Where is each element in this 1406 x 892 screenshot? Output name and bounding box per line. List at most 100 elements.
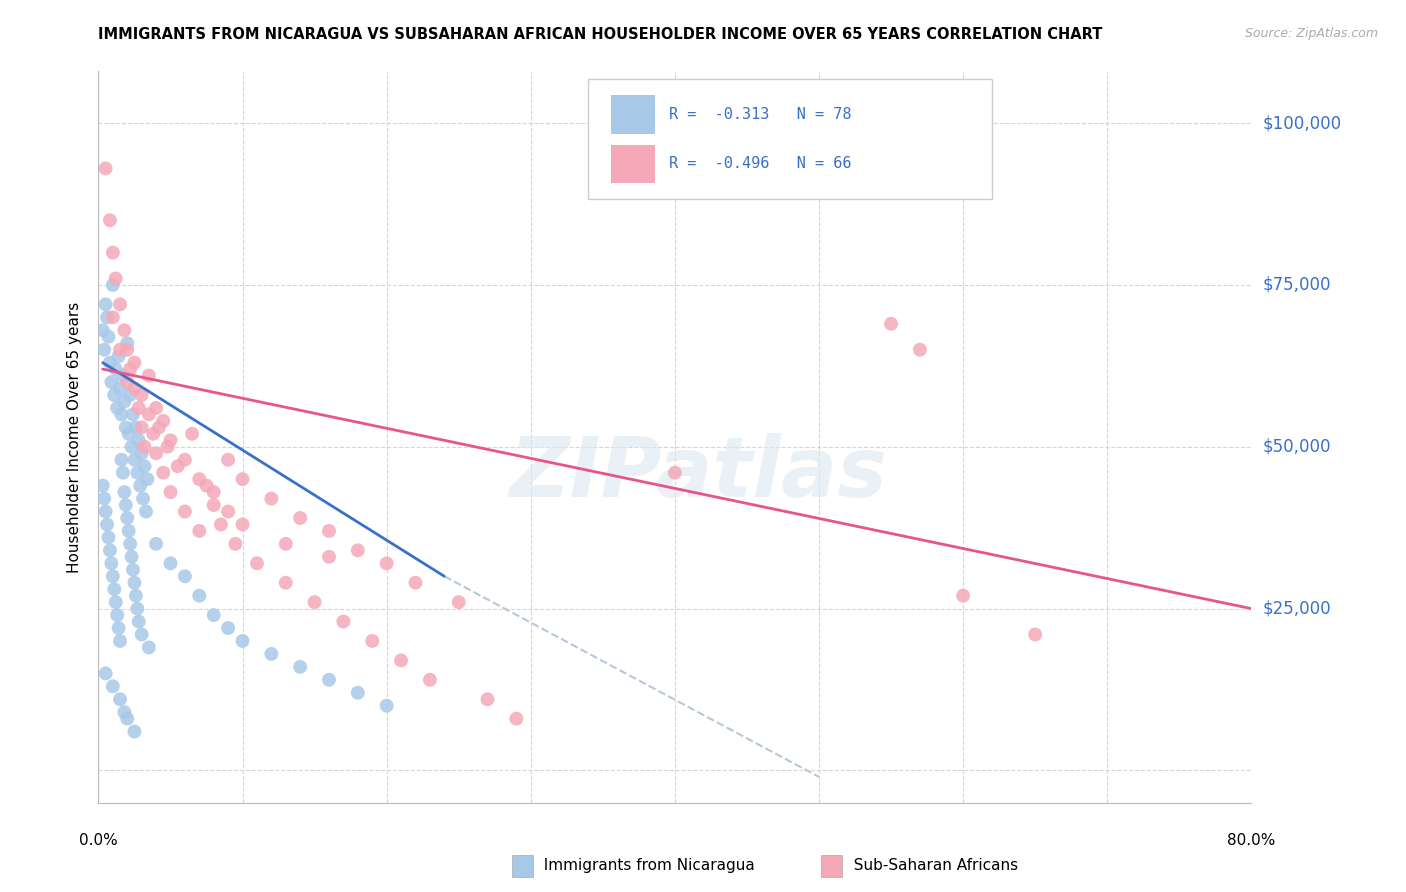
Point	[148, 420, 170, 434]
Point	[174, 452, 197, 467]
Point	[405, 575, 427, 590]
Point	[117, 375, 138, 389]
Point	[318, 524, 340, 538]
Point	[120, 362, 142, 376]
Point	[131, 446, 153, 460]
Point	[124, 575, 146, 590]
Point	[100, 557, 122, 571]
Point	[152, 466, 174, 480]
Point	[202, 608, 225, 623]
Point	[124, 356, 146, 370]
Point	[145, 537, 167, 551]
Point	[505, 712, 527, 726]
Point	[419, 673, 441, 687]
Point	[98, 213, 121, 227]
Point	[103, 582, 125, 597]
Point	[174, 504, 197, 518]
Point	[231, 472, 254, 486]
Point	[664, 466, 686, 480]
Point	[94, 504, 117, 518]
Text: Immigrants from Nicaragua: Immigrants from Nicaragua	[534, 858, 755, 872]
Point	[195, 478, 218, 492]
Point	[246, 557, 269, 571]
Point	[124, 724, 146, 739]
Point	[103, 388, 125, 402]
Point	[159, 485, 181, 500]
Text: $100,000: $100,000	[1263, 114, 1341, 132]
Text: $75,000: $75,000	[1263, 276, 1331, 294]
Point	[318, 673, 340, 687]
Point	[159, 557, 181, 571]
Point	[108, 692, 131, 706]
Point	[112, 323, 135, 337]
Point	[96, 517, 118, 532]
Point	[188, 472, 211, 486]
Point	[111, 368, 134, 383]
Point	[131, 420, 153, 434]
Point	[101, 310, 124, 325]
Point	[121, 440, 143, 454]
Point	[93, 343, 115, 357]
Point	[138, 640, 160, 655]
Point	[142, 426, 165, 441]
Point	[108, 634, 131, 648]
Point	[107, 621, 129, 635]
Point	[152, 414, 174, 428]
Point	[96, 310, 118, 325]
Point	[118, 524, 141, 538]
Point	[166, 459, 188, 474]
Text: R =  -0.313   N = 78: R = -0.313 N = 78	[669, 107, 852, 122]
Point	[101, 679, 124, 693]
Point	[112, 394, 135, 409]
Point	[202, 498, 225, 512]
Point	[117, 511, 138, 525]
Point	[880, 317, 903, 331]
Point	[122, 408, 145, 422]
Point	[224, 537, 246, 551]
Point	[209, 517, 232, 532]
Point	[100, 375, 122, 389]
Point	[174, 569, 197, 583]
Point	[375, 698, 398, 713]
Point	[260, 491, 283, 506]
Point	[124, 452, 146, 467]
Point	[104, 271, 127, 285]
Point	[94, 161, 117, 176]
Text: Source: ZipAtlas.com: Source: ZipAtlas.com	[1244, 27, 1378, 40]
Point	[231, 517, 254, 532]
Point	[93, 491, 115, 506]
Point	[217, 452, 239, 467]
Point	[117, 712, 138, 726]
Point	[131, 388, 153, 402]
Point	[128, 434, 150, 448]
Point	[217, 504, 239, 518]
Text: 80.0%: 80.0%	[1227, 833, 1275, 848]
Point	[346, 543, 368, 558]
Point	[375, 557, 398, 571]
Text: IMMIGRANTS FROM NICARAGUA VS SUBSAHARAN AFRICAN HOUSEHOLDER INCOME OVER 65 YEARS: IMMIGRANTS FROM NICARAGUA VS SUBSAHARAN …	[98, 27, 1102, 42]
Point	[134, 440, 156, 454]
Point	[332, 615, 354, 629]
Point	[125, 589, 148, 603]
Point	[318, 549, 340, 564]
Point	[120, 537, 142, 551]
Point	[145, 446, 167, 460]
Point	[108, 382, 131, 396]
Point	[91, 323, 114, 337]
Point	[124, 382, 146, 396]
Point	[188, 524, 211, 538]
Point	[101, 245, 124, 260]
FancyBboxPatch shape	[588, 78, 993, 200]
Text: $50,000: $50,000	[1263, 438, 1331, 456]
Point	[135, 504, 157, 518]
Point	[290, 660, 312, 674]
Point	[117, 336, 138, 351]
Point	[346, 686, 368, 700]
Text: ZIPatlas: ZIPatlas	[509, 434, 887, 514]
Point	[98, 543, 121, 558]
Point	[231, 634, 254, 648]
Bar	[612, 95, 655, 134]
Point	[127, 601, 149, 615]
Point	[908, 343, 931, 357]
Point	[101, 277, 124, 292]
